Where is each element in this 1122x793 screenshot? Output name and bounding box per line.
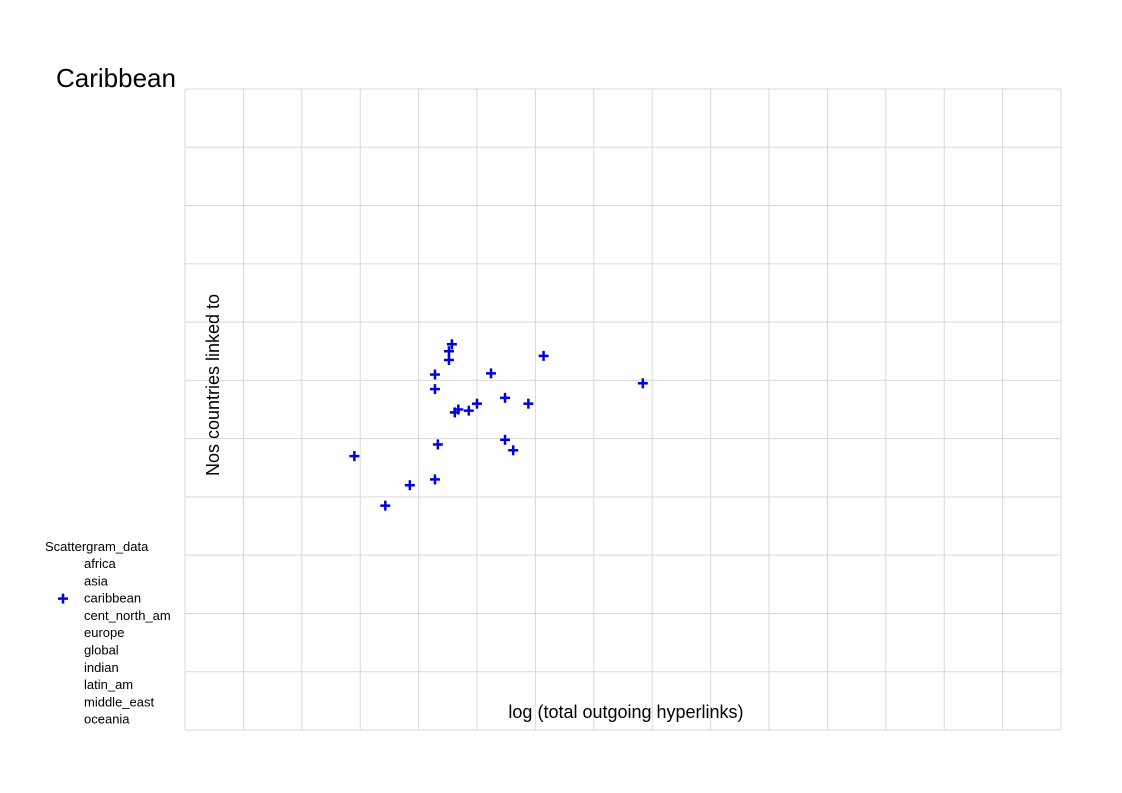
data-point	[349, 451, 360, 462]
data-point	[453, 404, 464, 415]
data-point	[432, 439, 443, 450]
data-point	[443, 346, 454, 357]
legend-label: oceania	[84, 712, 130, 727]
data-point	[538, 350, 549, 361]
chart-title: Caribbean	[56, 63, 176, 93]
chart-grid	[184, 88, 1062, 731]
legend-label: caribbean	[84, 591, 141, 606]
data-point	[486, 368, 497, 379]
data-point	[523, 398, 534, 409]
legend-label: middle_east	[84, 694, 154, 709]
data-points	[349, 339, 648, 511]
data-point	[500, 392, 511, 403]
legend-label: latin_am	[84, 677, 133, 692]
data-point	[500, 434, 511, 445]
legend-label: indian	[84, 660, 119, 675]
data-point	[429, 369, 440, 380]
y-axis-label: Nos countries linked to	[203, 294, 223, 476]
legend-label: global	[84, 643, 119, 658]
data-point	[446, 339, 457, 350]
data-point	[380, 500, 391, 511]
legend-label: africa	[84, 556, 117, 571]
x-axis-label: log (total outgoing hyperlinks)	[508, 702, 743, 722]
data-point	[472, 398, 482, 409]
data-point	[429, 384, 440, 395]
legend-label: asia	[84, 573, 109, 588]
legend-label: cent_north_am	[84, 608, 171, 623]
data-point	[443, 354, 454, 365]
data-point	[463, 405, 474, 416]
data-point	[404, 480, 415, 491]
data-point	[429, 474, 440, 485]
legend-title: Scattergram_data	[45, 539, 149, 554]
legend: Scattergram_data africa asia caribbean cent…	[45, 539, 171, 727]
legend-marker	[58, 593, 68, 604]
legend-label: europe	[84, 625, 124, 640]
data-point	[637, 378, 648, 389]
data-point	[508, 445, 519, 456]
